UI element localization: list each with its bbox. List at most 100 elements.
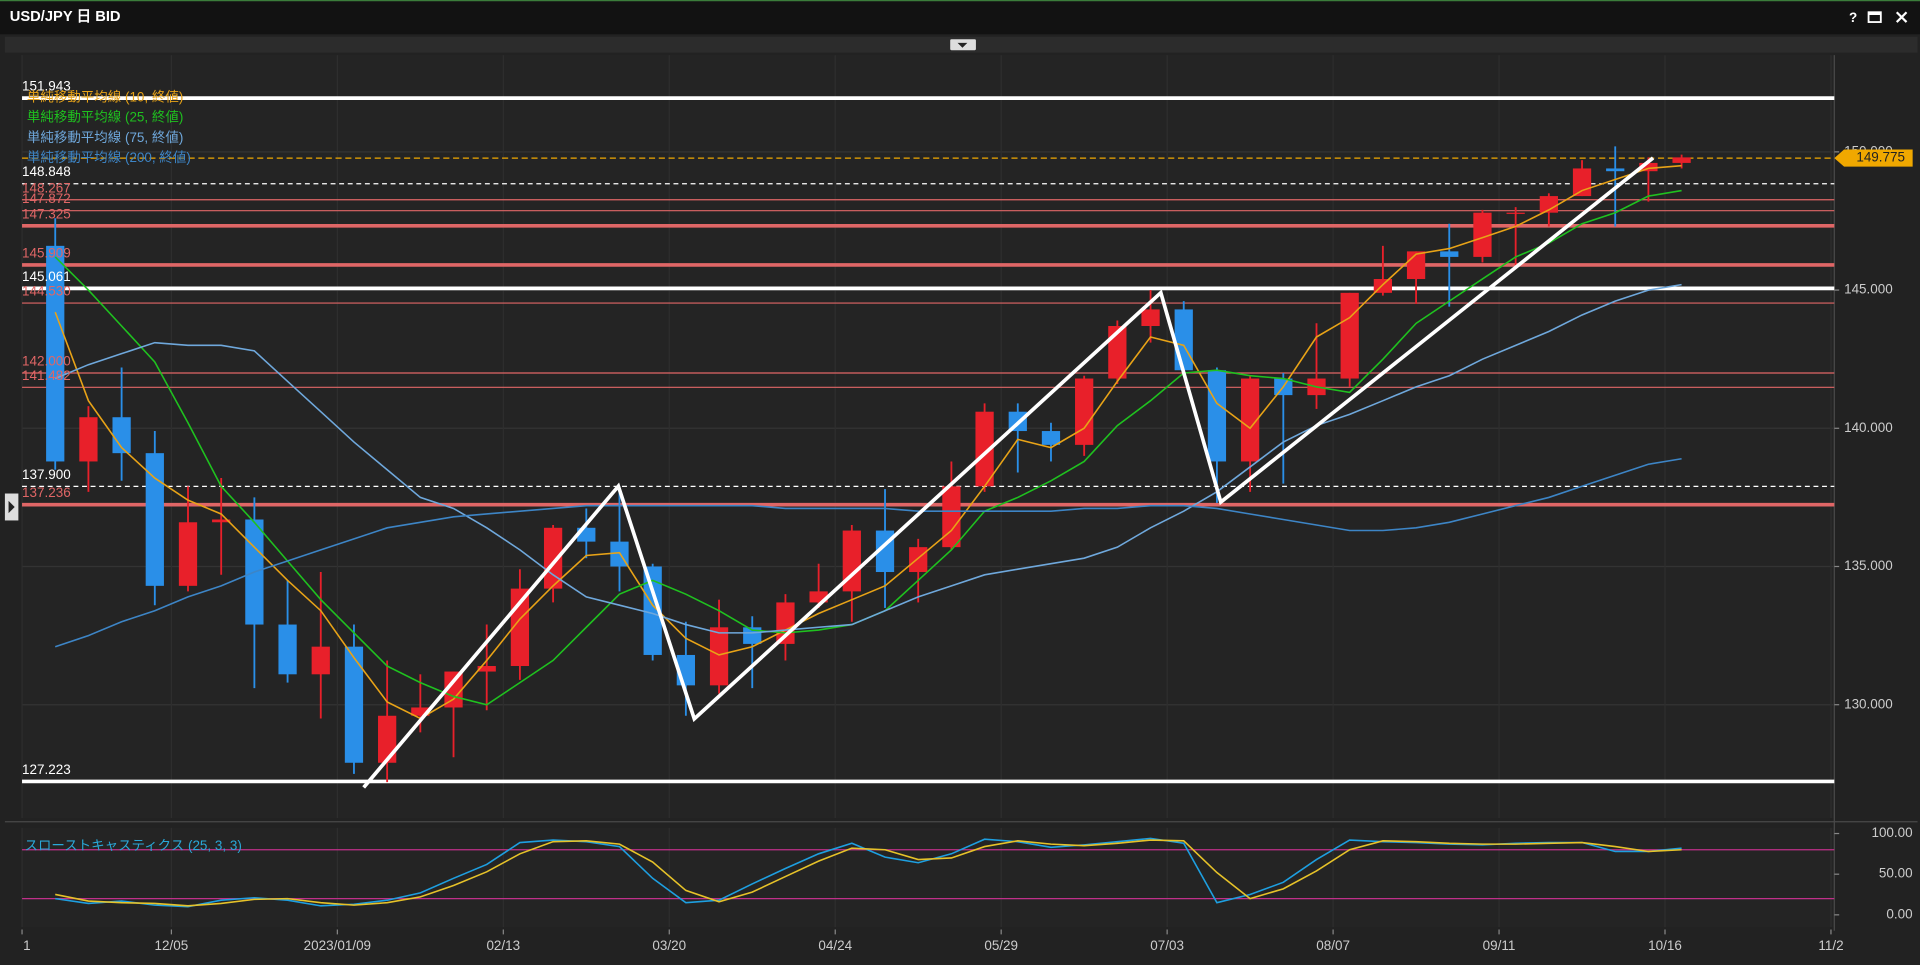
x-tick-label: 02/13 [486, 938, 520, 953]
level-label: 145.061 [22, 269, 71, 284]
candle-body [444, 671, 463, 708]
price-panel [22, 55, 1835, 819]
title-bar [0, 0, 1920, 35]
candle-body [1108, 326, 1127, 379]
x-tick-label: 05/29 [984, 938, 1018, 953]
candle-body [643, 566, 662, 655]
close-button[interactable] [1895, 11, 1908, 23]
level-label: 147.325 [22, 206, 71, 221]
candle-body [212, 519, 231, 523]
x-tick-label: 2023/01/09 [304, 938, 371, 953]
candle-body [1340, 292, 1359, 379]
x-tick-label: 04/24 [818, 938, 852, 953]
last-price-tag [1834, 149, 1913, 167]
y-tick-label: 145.000 [1844, 282, 1893, 297]
candle-body [1075, 378, 1094, 445]
side-tab-arrow [8, 500, 15, 514]
y-tick-label: 130.000 [1844, 696, 1893, 711]
candle-body [709, 627, 729, 686]
y-tick-label: 135.000 [1844, 558, 1893, 573]
candle-body [46, 245, 65, 462]
y-tick-label: 0.00 [1886, 906, 1912, 921]
legend-entry: 単純移動平均線 (200, 終値) [27, 150, 191, 165]
series-line [54, 164, 1682, 720]
x-tick-label: 08/07 [1316, 938, 1350, 953]
candle-body [1207, 370, 1227, 462]
level-label: 127.223 [22, 762, 71, 777]
candle-body [1506, 212, 1525, 214]
candle-body [344, 646, 364, 763]
candle-body [378, 715, 397, 763]
candle-body [1572, 168, 1592, 197]
grid [21, 55, 1835, 928]
series-line [55, 837, 1682, 908]
candle-body [1473, 212, 1492, 257]
level-label: 144.530 [22, 284, 71, 299]
window-title: USD/JPY 日 BID [10, 8, 121, 25]
x-tick-label: 03/20 [652, 938, 686, 953]
indicator-title: スローストキャスティクス (25, 3, 3) [24, 838, 241, 853]
candle-body [278, 624, 297, 675]
candle-body [112, 417, 131, 454]
level-label: 147.872 [22, 191, 71, 206]
series-line [54, 283, 1682, 634]
candle-body [411, 707, 430, 716]
candle-body [1672, 157, 1691, 163]
maximize-button[interactable] [1867, 11, 1882, 23]
series-line [54, 457, 1682, 648]
candle-body [79, 417, 98, 462]
candle-body [909, 547, 928, 573]
toggle-arrow [957, 42, 968, 48]
labels: 130.000135.000140.000145.000150.000112/0… [21, 79, 1913, 953]
help-button[interactable]: ? [1849, 10, 1857, 25]
candle-body [1440, 251, 1459, 257]
series-line [55, 839, 1682, 907]
level-label: 148.848 [22, 164, 71, 179]
close-icon [1895, 11, 1908, 23]
level-label: 141.482 [22, 368, 71, 383]
candle-body [975, 411, 994, 487]
y-tick-label: 140.000 [1844, 420, 1893, 435]
y-tick-label: 50.00 [1879, 866, 1913, 881]
x-tick-label: 09/11 [1483, 938, 1516, 953]
candle-body [942, 486, 961, 548]
legend-entry: 単純移動平均線 (25, 終値) [27, 110, 183, 125]
candle-body [311, 646, 330, 675]
candle-body [477, 666, 496, 672]
side-tab[interactable] [4, 493, 19, 521]
candle-body [1141, 309, 1160, 327]
plot [46, 146, 1691, 908]
candle-body [842, 530, 861, 592]
toolbar-toggle[interactable] [950, 39, 976, 51]
y-tick-label: 100.00 [1871, 825, 1912, 840]
candle-body [145, 453, 164, 586]
x-tick-label: 10/16 [1648, 938, 1682, 953]
candle-body [1240, 378, 1260, 462]
level-label: 148.267 [22, 180, 71, 195]
candle-body [1174, 309, 1193, 371]
candle-body [1406, 251, 1426, 280]
x-tick-label: 07/03 [1150, 938, 1184, 953]
level-label: 151.943 [22, 79, 71, 94]
x-tick-label: 12/05 [155, 938, 189, 953]
x-tick-label: 11/2 [1818, 938, 1843, 953]
x-tick-label: 1 [23, 938, 30, 953]
legend-entry: 単純移動平均線 (75, 終値) [27, 130, 183, 145]
level-label: 137.236 [22, 485, 71, 500]
candle-body [1639, 162, 1658, 172]
level-label: 137.900 [22, 467, 71, 482]
candle-body [1041, 431, 1061, 445]
last-price-label: 149.775 [1856, 150, 1905, 165]
candle-body [1539, 196, 1558, 213]
candle-body [178, 522, 198, 586]
candle-body [809, 591, 828, 603]
candle-body [743, 627, 762, 644]
trend-drawing [362, 156, 1655, 789]
level-label: 145.909 [22, 245, 71, 260]
candle-body [543, 527, 563, 589]
legend-entry: 単純移動平均線 (10, 終値) [27, 90, 183, 105]
candle-body [1606, 168, 1625, 172]
level-label: 142.000 [22, 354, 71, 369]
